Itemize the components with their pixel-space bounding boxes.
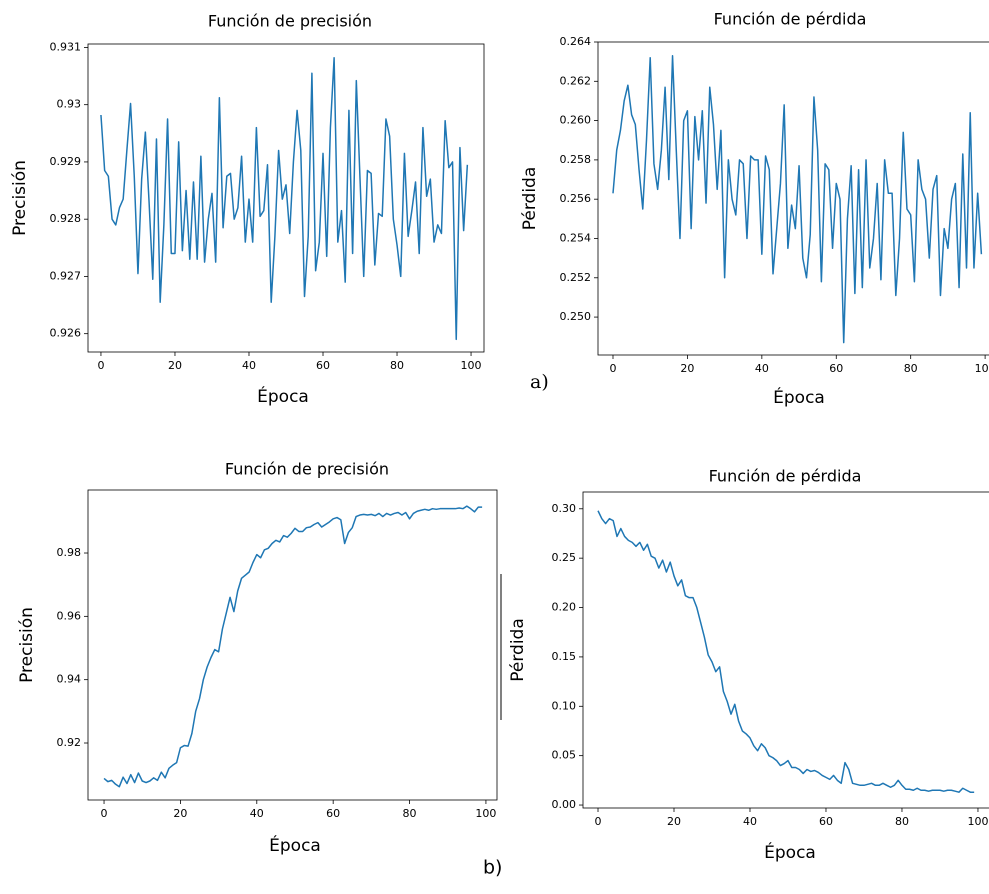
y-axis-label: Precisión [10, 160, 30, 236]
x-tick-label: 80 [904, 362, 918, 375]
y-tick-label: 0.05 [552, 749, 577, 762]
y-tick-label: 0.252 [560, 271, 592, 284]
x-tick-label: 20 [680, 362, 694, 375]
line-series [612, 55, 983, 344]
y-tick-label: 0.94 [57, 673, 82, 686]
x-tick-label: 100 [975, 362, 989, 375]
y-tick-label: 0.15 [552, 650, 577, 663]
chart: Función de pérdida Época Pérdida 0 20 40 60 80 1… [520, 10, 989, 408]
panel-label: a) [530, 371, 549, 393]
x-tick-label: 100 [461, 359, 482, 372]
y-tick-label: 0.93 [57, 98, 82, 111]
x-tick-label: 20 [173, 807, 187, 820]
chart: Función de precisión Época Precisión 0 20 40 6… [17, 460, 498, 856]
y-tick-label: 0.254 [560, 231, 592, 244]
y-tick-label: 0.20 [552, 601, 577, 614]
x-tick-label: 0 [97, 359, 104, 372]
y-tick-label: 0.931 [50, 40, 82, 53]
y-tick-label: 0.250 [560, 310, 592, 323]
x-tick-label: 0 [609, 362, 616, 375]
x-axis-label: Época [773, 386, 825, 408]
x-tick-label: 80 [390, 359, 404, 372]
line-series [103, 505, 483, 788]
x-tick-label: 60 [316, 359, 330, 372]
y-tick-label: 0.00 [552, 798, 577, 811]
x-tick-label: 40 [242, 359, 256, 372]
x-axis-label: Época [269, 834, 321, 856]
axes-frame [87, 489, 498, 801]
axes-frame [597, 41, 989, 356]
chart-title: Función de precisión [225, 460, 389, 479]
y-axis-label: Pérdida [508, 618, 528, 682]
y-tick-label: 0.25 [552, 551, 577, 564]
y-tick-label: 0.92 [57, 736, 82, 749]
x-tick-label: 0 [595, 815, 602, 828]
y-tick-label: 0.96 [57, 609, 82, 622]
y-axis-label: Pérdida [520, 167, 540, 231]
x-tick-label: 40 [743, 815, 757, 828]
x-tick-label: 100 [475, 807, 496, 820]
x-tick-label: 60 [819, 815, 833, 828]
y-tick-label: 0.10 [552, 699, 577, 712]
chart-title: Función de pérdida [709, 467, 862, 486]
y-tick-label: 0.258 [560, 153, 592, 166]
y-tick-label: 0.926 [50, 327, 82, 340]
line-series [100, 56, 469, 341]
chart: Función de pérdida Época Pérdida 0 20 40 60 80 1… [508, 467, 989, 863]
y-tick-label: 0.929 [50, 155, 82, 168]
chart-title: Función de pérdida [714, 10, 867, 29]
chart: Función de precisión Época Precisión 0 20 40 6… [10, 12, 485, 407]
axes-frame [87, 43, 485, 353]
x-tick-label: 40 [755, 362, 769, 375]
y-tick-label: 0.262 [560, 74, 592, 87]
y-tick-label: 0.30 [552, 502, 577, 515]
x-tick-label: 60 [326, 807, 340, 820]
x-tick-label: 80 [403, 807, 417, 820]
y-tick-label: 0.264 [560, 35, 592, 48]
y-axis-label: Precisión [17, 607, 37, 683]
x-tick-label: 20 [667, 815, 681, 828]
x-tick-label: 40 [250, 807, 264, 820]
x-tick-label: 100 [967, 815, 988, 828]
x-axis-label: Época [764, 841, 816, 863]
x-tick-label: 0 [101, 807, 108, 820]
panel-label: b) [483, 857, 502, 879]
y-tick-label: 0.98 [57, 546, 82, 559]
y-tick-label: 0.928 [50, 212, 82, 225]
line-series [597, 510, 975, 793]
x-axis-label: Época [257, 385, 309, 407]
x-tick-label: 60 [829, 362, 843, 375]
x-tick-label: 80 [895, 815, 909, 828]
y-tick-label: 0.256 [560, 192, 592, 205]
x-tick-label: 20 [168, 359, 182, 372]
chart-title: Función de precisión [208, 12, 372, 31]
y-tick-label: 0.927 [50, 269, 82, 282]
axes-frame [582, 491, 989, 809]
y-tick-label: 0.260 [560, 114, 592, 127]
